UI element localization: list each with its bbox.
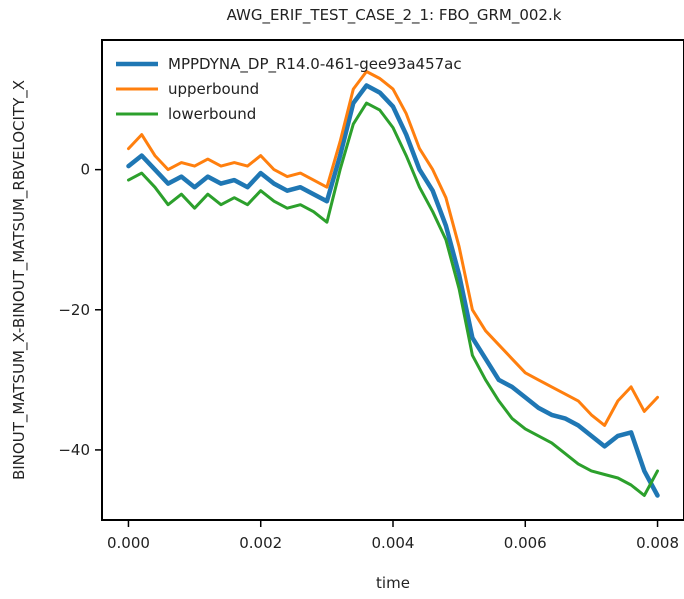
x-tick-label: 0.004 — [372, 534, 415, 552]
x-axis-label: time — [376, 574, 410, 592]
series-line-2 — [127, 101, 659, 497]
x-tick-label: 0.000 — [107, 534, 150, 552]
legend-label-2: lowerbound — [168, 105, 256, 123]
chart-title: AWG_ERIF_TEST_CASE_2_1: FBO_GRM_002.k — [227, 6, 562, 25]
legend-label-1: upperbound — [168, 80, 259, 98]
series-line-0 — [126, 83, 660, 498]
x-tick-label: 0.006 — [504, 534, 547, 552]
series-line-1 — [127, 70, 659, 427]
y-tick-label: 0 — [80, 161, 90, 179]
x-tick-label: 0.008 — [636, 534, 679, 552]
x-axis: 0.000 0.002 0.004 0.006 0.008 — [107, 520, 679, 552]
y-tick-label: −20 — [58, 301, 90, 319]
y-axis-label: BINOUT_MATSUM_X-BINOUT_MATSUM_RBVELOCITY… — [10, 80, 29, 480]
legend-label-0: MPPDYNA_DP_R14.0-461-gee93a457ac — [168, 55, 462, 74]
legend: MPPDYNA_DP_R14.0-461-gee93a457ac upperbou… — [116, 55, 462, 123]
x-tick-label: 0.002 — [239, 534, 282, 552]
y-tick-label: −40 — [58, 441, 90, 459]
plot-lines — [126, 70, 660, 498]
y-axis: 0 −20 −40 — [58, 161, 102, 459]
